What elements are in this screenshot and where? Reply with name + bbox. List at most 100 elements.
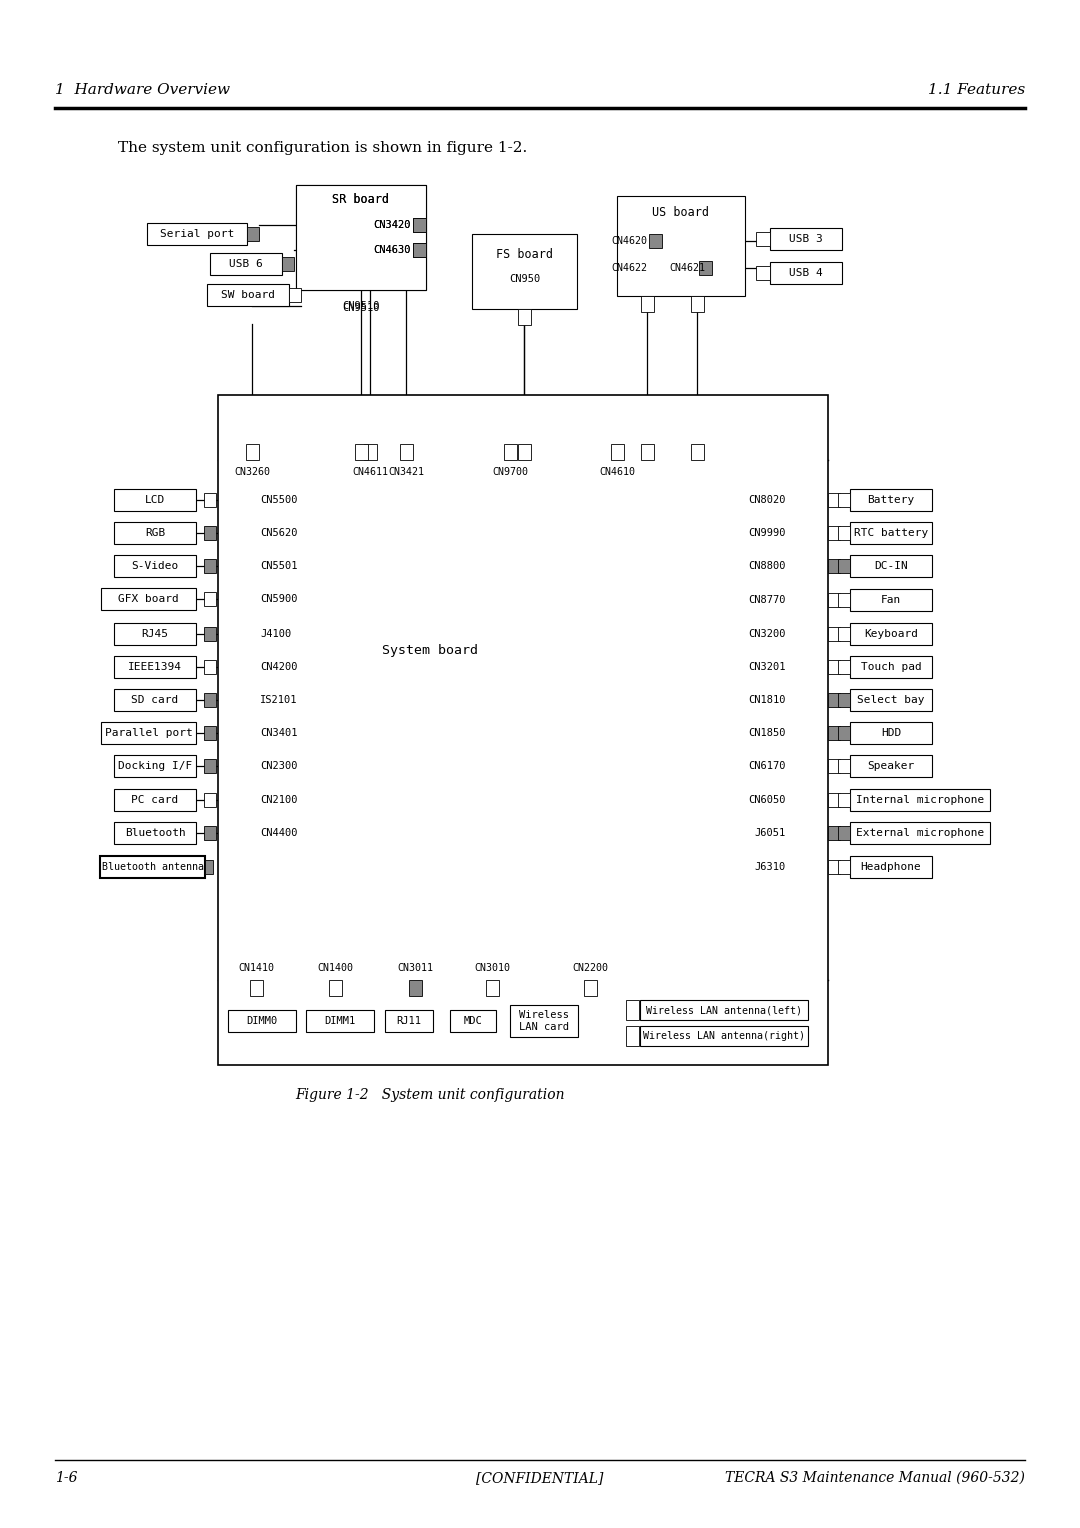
Text: IEEE1394: IEEE1394: [129, 662, 183, 672]
Bar: [699, 261, 712, 275]
Text: CN3010: CN3010: [474, 963, 510, 973]
Bar: [691, 296, 704, 312]
Text: S-Video: S-Video: [132, 561, 178, 571]
Text: CN3201: CN3201: [748, 662, 786, 672]
Bar: [838, 759, 850, 773]
Text: CN4622: CN4622: [611, 263, 647, 274]
Bar: [114, 656, 195, 678]
Bar: [218, 396, 828, 1065]
Bar: [329, 979, 342, 996]
Bar: [828, 660, 840, 674]
Text: CN2100: CN2100: [260, 795, 297, 805]
Text: 1.1 Features: 1.1 Features: [928, 83, 1025, 96]
Bar: [204, 660, 216, 674]
Text: CN2300: CN2300: [260, 761, 297, 772]
Bar: [838, 793, 850, 807]
Text: Fan: Fan: [881, 594, 901, 605]
Bar: [114, 822, 195, 843]
Text: Wireless LAN antenna(right): Wireless LAN antenna(right): [643, 1031, 805, 1041]
Text: SR board: SR board: [333, 193, 390, 205]
Text: Bluetooth antenna: Bluetooth antenna: [102, 862, 203, 872]
Bar: [850, 856, 932, 879]
Bar: [413, 219, 426, 232]
Bar: [114, 489, 195, 510]
Text: PC card: PC card: [132, 795, 178, 805]
Bar: [204, 759, 216, 773]
Text: CN1810: CN1810: [748, 695, 786, 704]
Text: CN4200: CN4200: [260, 662, 297, 672]
Bar: [413, 219, 426, 232]
Bar: [413, 243, 426, 257]
Bar: [100, 856, 205, 879]
Text: IS2101: IS2101: [260, 695, 297, 704]
Bar: [850, 723, 932, 744]
Bar: [850, 788, 990, 811]
Text: CN5620: CN5620: [260, 529, 297, 538]
Text: CN8770: CN8770: [748, 594, 786, 605]
Text: Headphone: Headphone: [861, 862, 921, 872]
Text: GFX board: GFX board: [118, 594, 179, 604]
Bar: [114, 623, 195, 645]
Text: Wireless
LAN card: Wireless LAN card: [519, 1010, 569, 1031]
Text: Battery: Battery: [867, 495, 915, 504]
Bar: [756, 232, 770, 246]
Bar: [114, 555, 195, 578]
Text: RJ45: RJ45: [141, 630, 168, 639]
Bar: [850, 689, 932, 711]
Text: Docking I/F: Docking I/F: [118, 761, 192, 772]
Text: CN2200: CN2200: [572, 963, 608, 973]
Bar: [289, 287, 301, 303]
Bar: [409, 979, 422, 996]
Bar: [147, 223, 247, 244]
Text: J6051: J6051: [755, 828, 786, 837]
Bar: [828, 860, 840, 874]
Text: CN8800: CN8800: [748, 561, 786, 571]
Text: USB 3: USB 3: [789, 234, 823, 244]
Bar: [850, 822, 990, 843]
Bar: [228, 1010, 296, 1031]
Bar: [828, 626, 840, 642]
Bar: [828, 494, 840, 507]
Bar: [102, 723, 195, 744]
Text: CN5500: CN5500: [260, 495, 297, 504]
Text: System board: System board: [382, 643, 478, 657]
Text: CN1850: CN1850: [748, 727, 786, 738]
Bar: [247, 228, 259, 241]
Bar: [584, 979, 597, 996]
Bar: [204, 827, 216, 840]
Text: CN4400: CN4400: [260, 828, 297, 837]
Bar: [838, 526, 850, 539]
Text: Internal microphone: Internal microphone: [855, 795, 984, 805]
Text: CN3200: CN3200: [748, 630, 786, 639]
Text: CN3260: CN3260: [234, 468, 270, 477]
Text: Parallel port: Parallel port: [105, 727, 192, 738]
Bar: [296, 185, 426, 290]
Text: HDD: HDD: [881, 727, 901, 738]
Text: DIMM1: DIMM1: [324, 1016, 355, 1025]
Text: CN3420: CN3420: [374, 220, 411, 231]
Bar: [518, 445, 531, 460]
Bar: [838, 559, 850, 573]
Bar: [838, 827, 850, 840]
Bar: [838, 860, 850, 874]
Text: J6310: J6310: [755, 862, 786, 872]
Bar: [611, 445, 624, 460]
Text: Figure 1-2   System unit configuration: Figure 1-2 System unit configuration: [295, 1088, 565, 1102]
Text: Wireless LAN antenna(left): Wireless LAN antenna(left): [646, 1005, 802, 1015]
Bar: [642, 296, 654, 312]
Bar: [828, 559, 840, 573]
Text: SR board: SR board: [333, 193, 390, 205]
Bar: [204, 726, 216, 740]
Text: CN3011: CN3011: [397, 963, 433, 973]
Bar: [828, 827, 840, 840]
Bar: [838, 660, 850, 674]
Text: CN4630: CN4630: [374, 244, 411, 255]
Bar: [355, 445, 368, 460]
Text: Touch pad: Touch pad: [861, 662, 921, 672]
Text: MDC: MDC: [463, 1016, 483, 1025]
Bar: [838, 694, 850, 707]
Bar: [207, 284, 289, 306]
Text: SD card: SD card: [132, 695, 178, 704]
Bar: [249, 979, 264, 996]
Bar: [102, 588, 195, 610]
